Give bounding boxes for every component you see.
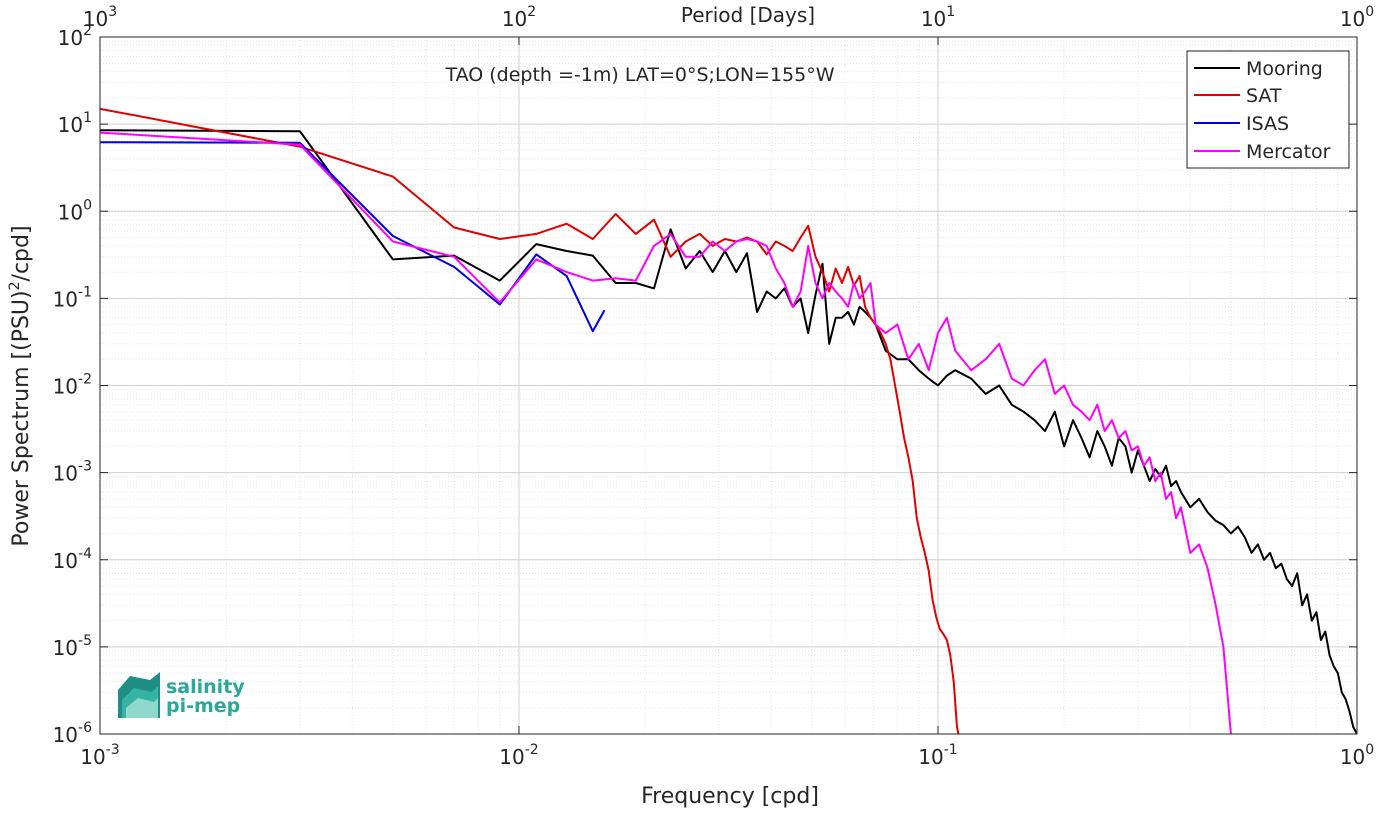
- y-tick-label: 101: [58, 110, 92, 137]
- series-line-mooring: [100, 129, 1357, 734]
- x-tick-label-base: 10: [80, 745, 105, 769]
- legend-label-isas: ISAS: [1246, 113, 1289, 135]
- salinity-pi-mep-logo: salinity pi-mep: [118, 672, 245, 718]
- y-tick-label: 102: [58, 23, 92, 50]
- y-tick-label-exp: 0: [83, 197, 92, 213]
- series-line-mercator: [100, 131, 1232, 734]
- top-axis-label: Period [Days]: [681, 3, 815, 27]
- y-tick-label: 10-4: [53, 546, 93, 573]
- y-tick-label-base: 10: [58, 200, 83, 224]
- y-tick-label-base: 10: [53, 723, 78, 747]
- y-tick-label-exp: -5: [78, 633, 92, 649]
- x-axis-label: Frequency [cpd]: [641, 784, 819, 809]
- x-tick-label: 100: [1340, 742, 1374, 769]
- x-tick-label-exp: -2: [525, 742, 539, 758]
- logo-text-pi-mep: pi-mep: [166, 695, 240, 717]
- y-tick-label-base: 10: [53, 462, 78, 486]
- legend-label-mercator: Mercator: [1246, 141, 1331, 163]
- grid-lines: [99, 36, 1358, 735]
- x-tick-label-base: 10: [1340, 745, 1365, 769]
- x-tick-label-exp: -1: [944, 742, 958, 758]
- y-tick-label: 10-1: [53, 284, 92, 311]
- logo-wave-icon: [118, 672, 160, 718]
- legend-label-sat: SAT: [1246, 85, 1282, 107]
- y-tick-label-base: 10: [53, 287, 78, 311]
- top-tick-label-base: 10: [502, 7, 527, 31]
- y-tick-label-exp: 2: [83, 23, 92, 39]
- legend: Mooring SAT ISAS Mercator: [1186, 50, 1350, 169]
- y-axis-label-main: Power Spectrum [(PSU): [9, 290, 34, 546]
- top-tick-label-exp: 1: [946, 4, 955, 20]
- top-tick-label: 102: [502, 4, 536, 31]
- chart-title: TAO (depth =-1m) LAT=0°S;LON=155°W: [444, 64, 834, 86]
- y-tick-label-base: 10: [53, 549, 78, 573]
- top-tick-label-exp: 0: [1365, 4, 1374, 20]
- x-tick-label-exp: -3: [106, 742, 120, 758]
- top-tick-label-exp: 2: [527, 4, 536, 20]
- y-tick-label: 10-3: [53, 459, 92, 486]
- y-tick-label-base: 10: [53, 375, 78, 399]
- x-tick-label: 10-2: [499, 742, 538, 769]
- top-tick-label-base: 10: [921, 7, 946, 31]
- x-tick-label-base: 10: [918, 745, 943, 769]
- y-tick-label-exp: -2: [78, 372, 92, 388]
- y-tick-label-exp: -3: [78, 459, 92, 475]
- logo-text-salinity: salinity: [166, 676, 245, 698]
- top-tick-label-base: 10: [1340, 7, 1365, 31]
- y-tick-label-exp: -4: [78, 546, 92, 562]
- y-tick-label-base: 10: [58, 113, 83, 137]
- y-tick-label: 100: [58, 197, 92, 224]
- y-tick-label-exp: -6: [78, 720, 92, 736]
- top-tick-label: 100: [1340, 4, 1374, 31]
- x-tick-label-base: 10: [499, 745, 524, 769]
- legend-box: [1186, 50, 1350, 169]
- legend-label-mooring: Mooring: [1246, 58, 1323, 80]
- x-tick-label: 10-1: [918, 742, 957, 769]
- x-tick-label-exp: 0: [1365, 742, 1374, 758]
- y-tick-label: 10-6: [53, 720, 93, 747]
- top-tick-label: 103: [83, 4, 117, 31]
- top-tick-label: 101: [921, 4, 955, 31]
- top-tick-label-base: 10: [83, 7, 108, 31]
- y-tick-label: 10-5: [53, 633, 92, 660]
- y-axis-label: Power Spectrum [(PSU)2/cpd]: [7, 225, 34, 546]
- y-tick-label-base: 10: [53, 636, 78, 660]
- series-line-isas: [100, 141, 606, 333]
- y-tick-label-exp: -1: [78, 284, 92, 300]
- series-line-sat: [100, 107, 960, 734]
- y-axis-label-tail: /cpd]: [9, 225, 34, 281]
- y-tick-label: 10-2: [53, 372, 92, 399]
- y-tick-label-exp: 1: [83, 110, 92, 126]
- y-tick-label-base: 10: [58, 26, 83, 50]
- series-group: [100, 107, 1357, 734]
- x-tick-label: 10-3: [80, 742, 119, 769]
- top-tick-label-exp: 3: [108, 4, 117, 20]
- y-axis-label-sup: 2: [7, 281, 23, 290]
